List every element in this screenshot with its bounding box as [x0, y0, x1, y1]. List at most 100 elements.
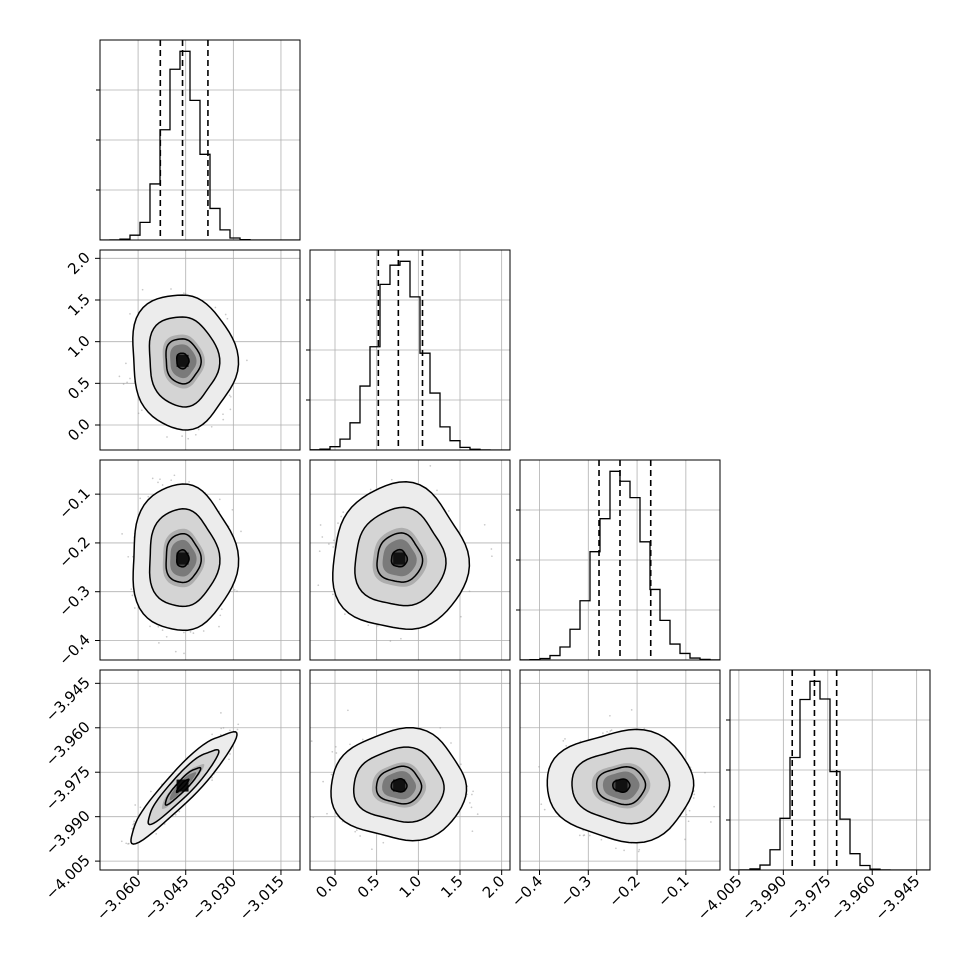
sample-point	[400, 637, 402, 640]
sample-point	[236, 590, 238, 593]
sample-point	[170, 479, 173, 482]
histogram-step-2	[520, 470, 720, 660]
sample-point	[334, 745, 337, 748]
sample-point	[174, 813, 177, 816]
sample-point	[369, 488, 372, 491]
contour-line-2	[165, 338, 202, 385]
sample-point	[328, 543, 330, 545]
sample-point	[562, 740, 565, 742]
sample-point	[139, 497, 142, 500]
y-tick-label: −0.3	[55, 582, 93, 620]
x-tick-label: −3.060	[93, 872, 145, 924]
sample-point	[133, 822, 135, 825]
sample-point	[713, 805, 715, 808]
density-peak	[176, 354, 189, 367]
sample-point	[460, 763, 462, 766]
sample-point	[447, 510, 450, 512]
contour-line-2	[375, 765, 423, 805]
sample-point	[218, 625, 220, 628]
sample-point	[615, 847, 617, 850]
sample-point	[361, 738, 364, 741]
sample-point	[214, 306, 217, 309]
sample-point	[237, 723, 240, 726]
sample-point	[211, 733, 213, 736]
sample-point	[236, 728, 239, 731]
sample-point	[155, 833, 158, 835]
y-tick-label: 1.0	[64, 332, 94, 362]
sample-point	[491, 555, 493, 558]
sample-point	[165, 456, 167, 458]
y-tick-label: −4.005	[42, 851, 94, 903]
sample-point	[240, 530, 242, 533]
scatter-panel-3-2: −0.4 −0.3 −0.2 −0.1	[508, 669, 721, 911]
sample-point	[141, 288, 144, 291]
sample-point	[340, 515, 343, 518]
sample-point	[151, 477, 154, 480]
sample-point	[222, 413, 224, 416]
x-tick-label: −3.015	[236, 872, 288, 924]
sample-point	[211, 776, 213, 779]
scatter-panel-2-1	[309, 459, 511, 661]
x-tick-label: 1.5	[437, 872, 467, 902]
sample-point	[222, 418, 225, 421]
sample-point	[129, 313, 131, 315]
sample-point	[121, 533, 123, 535]
sample-point	[150, 790, 152, 793]
sample-point	[194, 433, 197, 436]
panel-frame	[309, 459, 511, 661]
x-tick-label: 0.0	[312, 872, 342, 902]
contour-line-0	[132, 294, 240, 431]
sample-point	[183, 652, 185, 655]
contour-line-3	[390, 548, 409, 568]
sample-point	[344, 613, 346, 615]
sample-point	[429, 465, 432, 467]
sample-point	[389, 640, 392, 642]
contour-line-0	[130, 731, 238, 845]
sample-point	[321, 536, 324, 538]
sample-point	[132, 823, 135, 826]
density-peak	[176, 552, 189, 565]
sample-point	[630, 709, 633, 711]
y-tick-label: 0.0	[64, 415, 94, 445]
sample-point	[147, 495, 150, 498]
sample-point	[367, 624, 370, 627]
sample-point	[125, 842, 128, 845]
sample-point	[684, 838, 686, 841]
panel-frame	[99, 249, 301, 451]
sample-point	[228, 758, 230, 761]
contour-line-2	[376, 532, 424, 583]
sample-point	[318, 550, 321, 553]
sample-point	[178, 810, 181, 813]
sample-point	[376, 624, 379, 627]
contour-line-0	[330, 727, 468, 842]
sample-point	[330, 773, 333, 776]
sample-point	[137, 412, 140, 415]
sample-point	[166, 436, 168, 438]
contour-line-1	[354, 506, 447, 607]
sample-point	[219, 614, 222, 617]
sample-point	[229, 408, 232, 411]
y-tick-label: 1.5	[64, 290, 94, 320]
density-fill-2-0	[133, 484, 239, 631]
y-tick-label: 0.5	[64, 373, 94, 403]
sample-point	[246, 359, 248, 362]
sample-point	[337, 522, 339, 524]
sample-point	[130, 588, 133, 590]
sample-point	[347, 709, 349, 712]
sample-point	[174, 650, 177, 653]
sample-point	[355, 829, 358, 831]
contour-line-3	[176, 549, 190, 568]
sample-point	[139, 806, 142, 809]
sample-point	[189, 631, 192, 633]
x-tick-label: 0.5	[354, 872, 384, 902]
sample-point	[133, 820, 136, 823]
sample-point	[131, 594, 134, 597]
y-tick-label: −0.2	[55, 533, 93, 571]
contour-line-1	[148, 508, 221, 608]
x-tick-label: 2.0	[479, 872, 509, 902]
density-fill-3-1	[331, 727, 467, 841]
sample-point	[436, 489, 438, 492]
y-tick-label: −0.1	[55, 484, 93, 522]
density-fill-2-1	[332, 481, 470, 630]
density-fill-1-0	[132, 295, 239, 430]
